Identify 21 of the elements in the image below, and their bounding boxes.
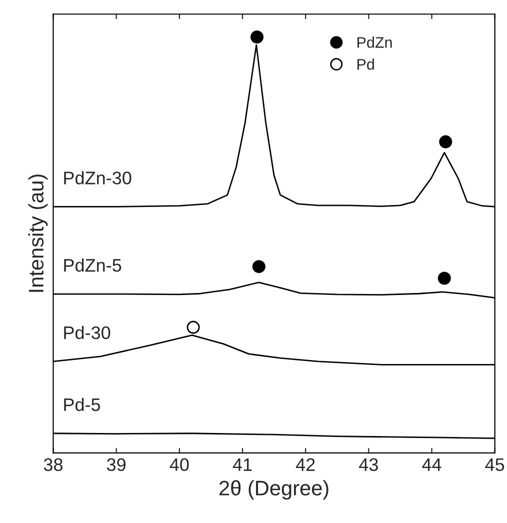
x-tick-label: 43 — [359, 458, 378, 472]
series-label: PdZn-30 — [64, 171, 132, 184]
point — [186, 320, 200, 334]
x-tick-label: 44 — [422, 458, 442, 471]
y-axis-title: Intensity (au) — [28, 174, 48, 292]
x-tick-label: 41 — [232, 458, 252, 471]
point — [438, 272, 451, 285]
x-tick-label: 42 — [296, 458, 315, 471]
x-tick-label: 38 — [44, 458, 62, 472]
point — [250, 30, 264, 44]
x-tick-label: 39 — [106, 458, 126, 472]
point — [252, 260, 266, 274]
legend-label: PdZn — [358, 36, 392, 48]
x-axis-title: 2θ (Degree) — [220, 480, 328, 500]
series-label: Pd-5 — [64, 398, 100, 412]
point — [439, 135, 452, 148]
x-tick-label: 40 — [170, 458, 189, 472]
series-label: PdZn-5 — [64, 258, 122, 272]
legend-label: Pd — [358, 58, 374, 70]
series-label: Pd-30 — [64, 326, 110, 340]
x-tick-label: 45 — [485, 458, 504, 472]
